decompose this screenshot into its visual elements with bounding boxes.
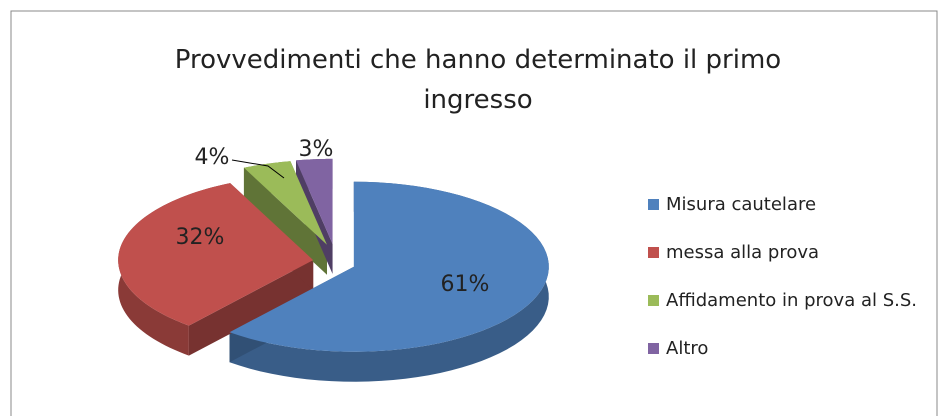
legend-label: messa alla prova bbox=[666, 242, 819, 263]
chart-title: Provvedimenti che hanno determinato il p… bbox=[175, 45, 781, 115]
legend-swatch bbox=[648, 247, 659, 258]
slice bbox=[229, 181, 549, 352]
data-label: 32% bbox=[176, 225, 225, 250]
legend-swatch bbox=[648, 199, 659, 210]
data-label: 3% bbox=[299, 137, 334, 162]
leader-line bbox=[231, 159, 285, 179]
legend-swatch bbox=[648, 295, 659, 306]
slice-side bbox=[188, 260, 314, 356]
slice-side bbox=[229, 181, 549, 382]
legend-label: Altro bbox=[666, 338, 708, 359]
data-label: 61% bbox=[441, 272, 490, 297]
slice-side bbox=[243, 167, 327, 275]
slice bbox=[243, 161, 327, 245]
data-label: 4% bbox=[195, 145, 230, 170]
slice bbox=[296, 158, 333, 244]
slice bbox=[118, 183, 314, 326]
legend-label: Affidamento in prova al S.S. bbox=[666, 290, 917, 311]
legend-swatch bbox=[648, 343, 659, 354]
legend-label: Misura cautelare bbox=[666, 194, 816, 215]
